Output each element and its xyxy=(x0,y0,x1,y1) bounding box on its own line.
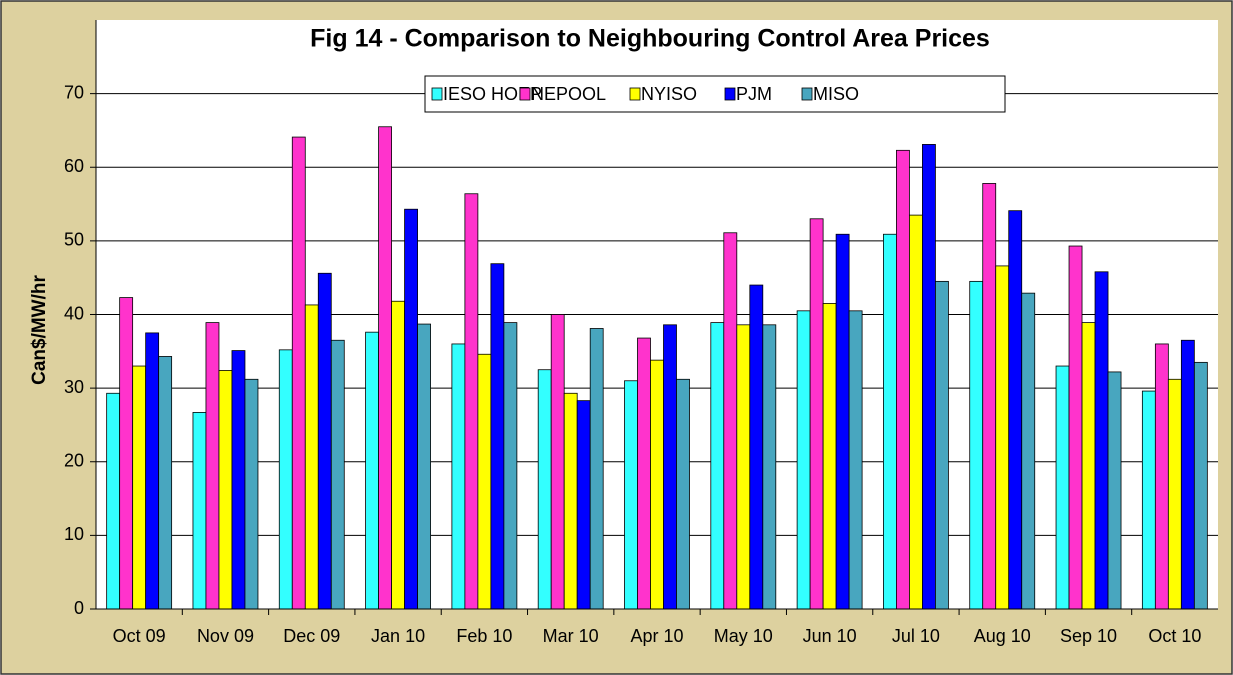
bar xyxy=(304,304,319,610)
bar xyxy=(848,310,863,610)
bar xyxy=(909,214,923,610)
legend-swatch xyxy=(629,87,641,101)
bar xyxy=(1094,271,1109,610)
bar xyxy=(158,356,173,610)
bar xyxy=(391,300,405,610)
y-tick-label: 60 xyxy=(64,156,84,176)
bar xyxy=(464,193,479,610)
bar xyxy=(1055,365,1070,610)
bar xyxy=(550,314,565,610)
bar xyxy=(1141,390,1156,610)
legend-label: IESO HOEP xyxy=(443,84,542,104)
bar xyxy=(1081,322,1096,610)
x-tick-label: Jan 10 xyxy=(371,626,425,646)
bar xyxy=(1107,371,1122,610)
x-tick-label: Oct 10 xyxy=(1148,626,1201,646)
bar xyxy=(291,136,306,610)
y-axis-label: Can$/MW/hr xyxy=(29,275,50,385)
bar xyxy=(1021,292,1036,610)
bar xyxy=(132,365,147,610)
bar xyxy=(231,350,246,610)
bar xyxy=(589,328,604,610)
bar xyxy=(317,272,332,610)
legend-swatch xyxy=(724,87,736,101)
bar xyxy=(417,323,431,610)
bar xyxy=(995,265,1010,610)
bar xyxy=(192,412,207,610)
bar xyxy=(935,280,949,610)
bar xyxy=(119,297,134,610)
bar xyxy=(822,303,837,610)
bar xyxy=(244,378,259,610)
chart-title: Fig 14 - Comparison to Neighbouring Cont… xyxy=(310,25,990,53)
legend-label: MISO xyxy=(813,84,859,104)
legend-swatch xyxy=(801,87,813,101)
bar xyxy=(106,392,121,610)
bar xyxy=(835,233,850,610)
bar xyxy=(477,353,492,610)
bar xyxy=(922,144,936,610)
legend-swatch xyxy=(431,87,443,101)
bar xyxy=(883,233,897,610)
bar xyxy=(404,208,418,610)
bar xyxy=(676,378,690,610)
bar xyxy=(145,332,160,610)
legend-label: PJM xyxy=(736,84,772,104)
bar xyxy=(637,337,651,610)
bar xyxy=(378,126,392,610)
bar xyxy=(762,324,777,610)
y-tick-label: 40 xyxy=(64,303,84,323)
x-tick-label: Mar 10 xyxy=(543,626,599,646)
y-tick-label: 70 xyxy=(64,82,84,102)
legend-swatch xyxy=(519,87,531,101)
bar xyxy=(1193,361,1208,610)
x-tick-label: Nov 09 xyxy=(197,626,254,646)
bar xyxy=(663,324,677,610)
bar xyxy=(451,343,466,610)
legend-label: NEPOOL xyxy=(531,84,606,104)
x-tick-label: May 10 xyxy=(714,626,773,646)
x-tick-label: Apr 10 xyxy=(630,626,683,646)
bar xyxy=(982,183,997,610)
bar xyxy=(710,322,725,610)
bar xyxy=(969,280,984,610)
y-tick-label: 0 xyxy=(74,598,84,618)
bar xyxy=(576,400,591,610)
bar xyxy=(796,310,811,610)
legend-label: NYISO xyxy=(641,84,697,104)
bar xyxy=(537,369,552,610)
bar xyxy=(278,349,293,610)
bar xyxy=(490,263,505,610)
bar xyxy=(218,370,233,610)
x-tick-label: Aug 10 xyxy=(974,626,1031,646)
bar xyxy=(1180,339,1195,610)
bar xyxy=(749,284,764,610)
y-tick-label: 50 xyxy=(64,230,84,250)
x-tick-label: Oct 09 xyxy=(113,626,166,646)
bar xyxy=(205,322,220,610)
bar xyxy=(624,380,638,610)
bar xyxy=(650,359,664,610)
x-tick-label: Jun 10 xyxy=(803,626,857,646)
y-tick-label: 30 xyxy=(64,377,84,397)
bar xyxy=(809,218,824,610)
bar xyxy=(723,232,738,610)
x-tick-label: Dec 09 xyxy=(283,626,340,646)
bar xyxy=(365,331,379,610)
x-tick-label: Sep 10 xyxy=(1060,626,1117,646)
x-tick-label: Jul 10 xyxy=(892,626,940,646)
bar xyxy=(1068,245,1083,610)
bar xyxy=(1167,378,1182,610)
bar xyxy=(1008,210,1023,610)
bar xyxy=(1154,343,1169,610)
bar xyxy=(736,324,751,610)
y-tick-label: 10 xyxy=(64,524,84,544)
bar xyxy=(330,339,345,610)
y-tick-label: 20 xyxy=(64,451,84,471)
bar xyxy=(896,149,910,610)
bar xyxy=(503,322,518,610)
bar xyxy=(563,392,578,610)
x-tick-label: Feb 10 xyxy=(456,626,512,646)
